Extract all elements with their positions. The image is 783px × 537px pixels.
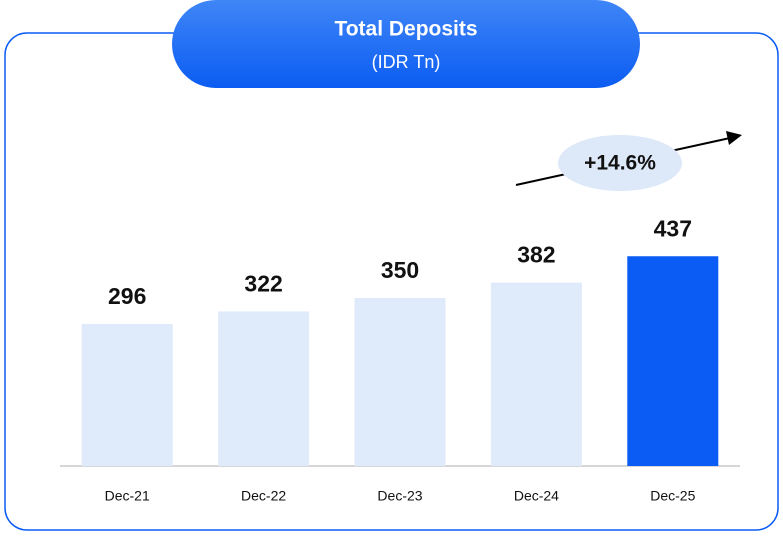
- x-tick-label: Dec-23: [377, 488, 422, 504]
- annotation: +14.6%: [584, 152, 656, 175]
- bar: [627, 256, 719, 466]
- chart-title: Total Deposits: [334, 18, 477, 41]
- x-tick-label: Dec-22: [241, 488, 286, 504]
- bar: [218, 311, 310, 466]
- value-label: 296: [108, 283, 146, 309]
- chart-subtitle: (IDR Tn): [372, 52, 441, 72]
- x-tick-label: Dec-24: [514, 488, 559, 504]
- x-tick-label: Dec-21: [105, 488, 150, 504]
- annotation-bubble: [558, 135, 682, 191]
- bar: [490, 282, 582, 466]
- title-pill: [172, 0, 640, 88]
- arrow-head: [726, 131, 742, 145]
- bar: [354, 298, 446, 466]
- x-tick-label: Dec-25: [650, 488, 695, 504]
- value-label: 382: [517, 242, 555, 268]
- value-label: 350: [381, 257, 419, 283]
- value-label: 322: [244, 271, 282, 297]
- bar: [81, 323, 173, 466]
- value-label: 437: [654, 215, 692, 241]
